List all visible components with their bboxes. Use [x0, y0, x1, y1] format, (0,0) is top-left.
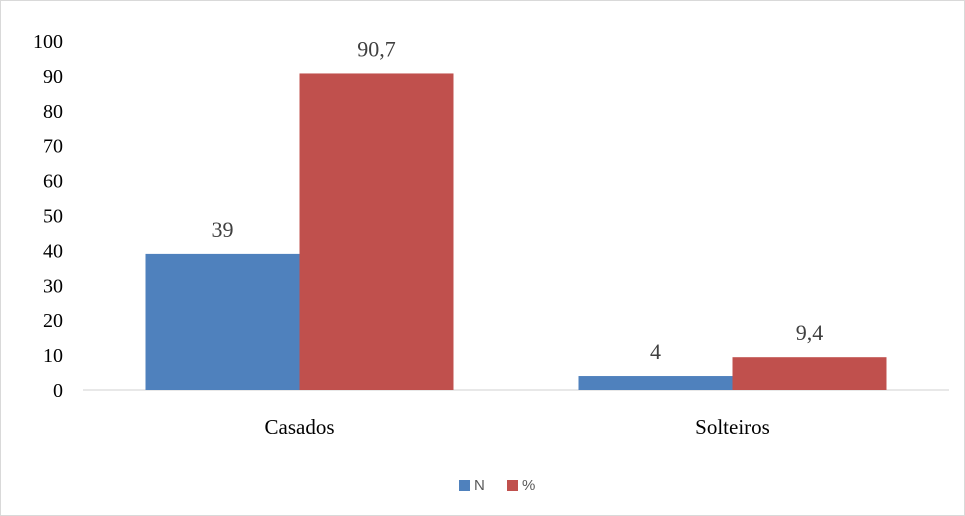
legend-swatch-pct	[507, 480, 518, 491]
bars	[145, 73, 887, 390]
data-labels: 39 90,7 4 9,4	[212, 36, 824, 364]
y-tick-label: 40	[43, 240, 63, 262]
bar-pct-casados	[299, 73, 454, 390]
category-labels: Casados Solteiros	[265, 415, 770, 439]
bar-pct-solteiros	[732, 357, 887, 390]
y-tick-label: 70	[43, 136, 63, 158]
legend: N%	[459, 477, 535, 494]
category-label-casados: Casados	[265, 415, 335, 439]
legend-swatch-n	[459, 480, 470, 491]
y-tick-label: 20	[43, 310, 63, 332]
data-label: 90,7	[357, 36, 396, 61]
y-tick-label: 50	[43, 206, 63, 228]
data-label: 39	[212, 217, 234, 242]
category-label-solteiros: Solteiros	[695, 415, 770, 439]
y-tick-label: 60	[43, 171, 63, 193]
legend-label-pct: %	[522, 477, 535, 494]
data-label: 4	[650, 339, 661, 364]
y-tick-label: 10	[43, 345, 63, 367]
y-tick-label: 0	[53, 380, 63, 402]
bar-n-casados	[145, 253, 300, 390]
y-tick-label: 100	[33, 31, 63, 53]
legend-label-n: N	[474, 477, 485, 494]
y-axis-ticks: 0 10 20 30 40 50 60 70 80 90 100	[33, 31, 63, 402]
bar-n-solteiros	[578, 376, 733, 390]
data-label: 9,4	[796, 320, 824, 345]
y-tick-label: 90	[43, 66, 63, 88]
y-tick-label: 30	[43, 275, 63, 297]
y-tick-label: 80	[43, 101, 63, 123]
